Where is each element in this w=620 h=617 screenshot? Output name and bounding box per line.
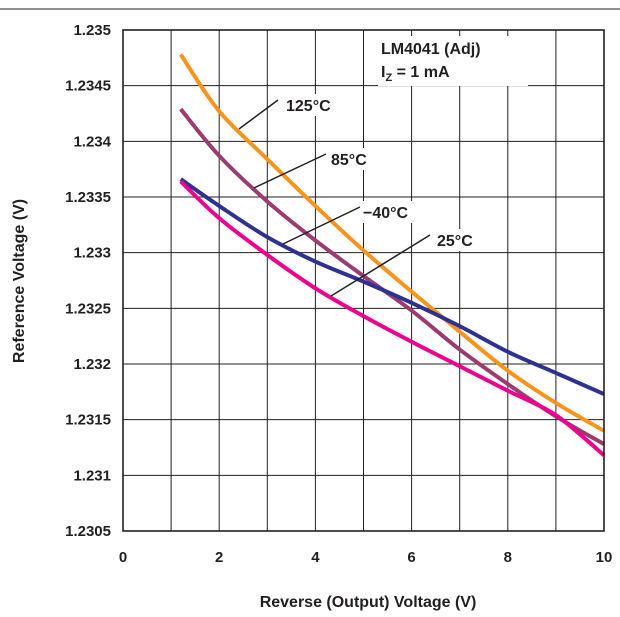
label-125c-leader <box>238 99 279 130</box>
series-label-25c: 25°C <box>437 233 473 250</box>
series-line-125c <box>179 53 606 433</box>
y-tick-label: 1.2315 <box>65 412 111 429</box>
x-tick-label: 0 <box>119 549 127 566</box>
y-tick-labels: 1.2305 1.231 1.2315 1.232 1.2325 1.233 1.2335 1… <box>65 22 112 540</box>
y-tick-label: 1.233 <box>73 245 111 262</box>
x-tick-label: 10 <box>596 549 613 566</box>
label-125c-background <box>283 94 341 116</box>
x-tick-label: 4 <box>311 549 320 566</box>
x-tick-label: 2 <box>215 549 223 566</box>
y-tick-label: 1.2325 <box>65 300 111 317</box>
y-tick-label: 1.234 <box>73 133 111 150</box>
device-label: LM4041 (Adj) <box>381 41 481 58</box>
y-tick-label: 1.2345 <box>65 78 111 95</box>
x-tick-label: 6 <box>407 549 415 566</box>
plot-frame <box>122 29 605 532</box>
y-tick-label: 1.235 <box>73 22 111 39</box>
current-label: IZ = 1 mA <box>381 64 450 84</box>
label-85c-leader <box>253 153 327 189</box>
current-symbol: I <box>381 64 385 81</box>
x-axis-title: Reverse (Output) Voltage (V) <box>260 594 477 611</box>
y-tick-label: 1.231 <box>73 467 111 484</box>
x-tick-labels: 0 2 4 6 8 10 <box>119 549 613 566</box>
label-25c-background <box>434 229 484 251</box>
current-subscript: Z <box>385 72 392 84</box>
label-25c-leader <box>330 234 431 297</box>
label-85c-background <box>328 148 378 170</box>
label-minus40c-background <box>360 201 420 223</box>
label-85c-group: 85°C <box>253 148 378 189</box>
y-tick-label: 1.232 <box>73 356 111 373</box>
series-label-125c: 125°C <box>286 98 331 115</box>
y-tick-label: 1.2305 <box>65 523 111 540</box>
y-tick-label: 1.2335 <box>65 189 111 206</box>
label-25c-group: 25°C <box>330 229 484 297</box>
series-label-85c: 85°C <box>331 152 367 169</box>
label-minus40c-leader <box>282 206 361 245</box>
series-line-25c <box>179 179 606 457</box>
series-label-minus40c: −40°C <box>363 205 409 222</box>
current-value: = 1 mA <box>392 64 450 81</box>
label-minus40c-group: −40°C <box>282 201 420 245</box>
x-tick-label: 8 <box>504 549 512 566</box>
y-axis-title: Reference Voltage (V) <box>11 199 28 363</box>
annotation-background <box>378 36 528 86</box>
series-line-minus40c <box>179 177 605 396</box>
series-lines <box>179 53 606 457</box>
label-125c-group: 125°C <box>238 94 341 130</box>
